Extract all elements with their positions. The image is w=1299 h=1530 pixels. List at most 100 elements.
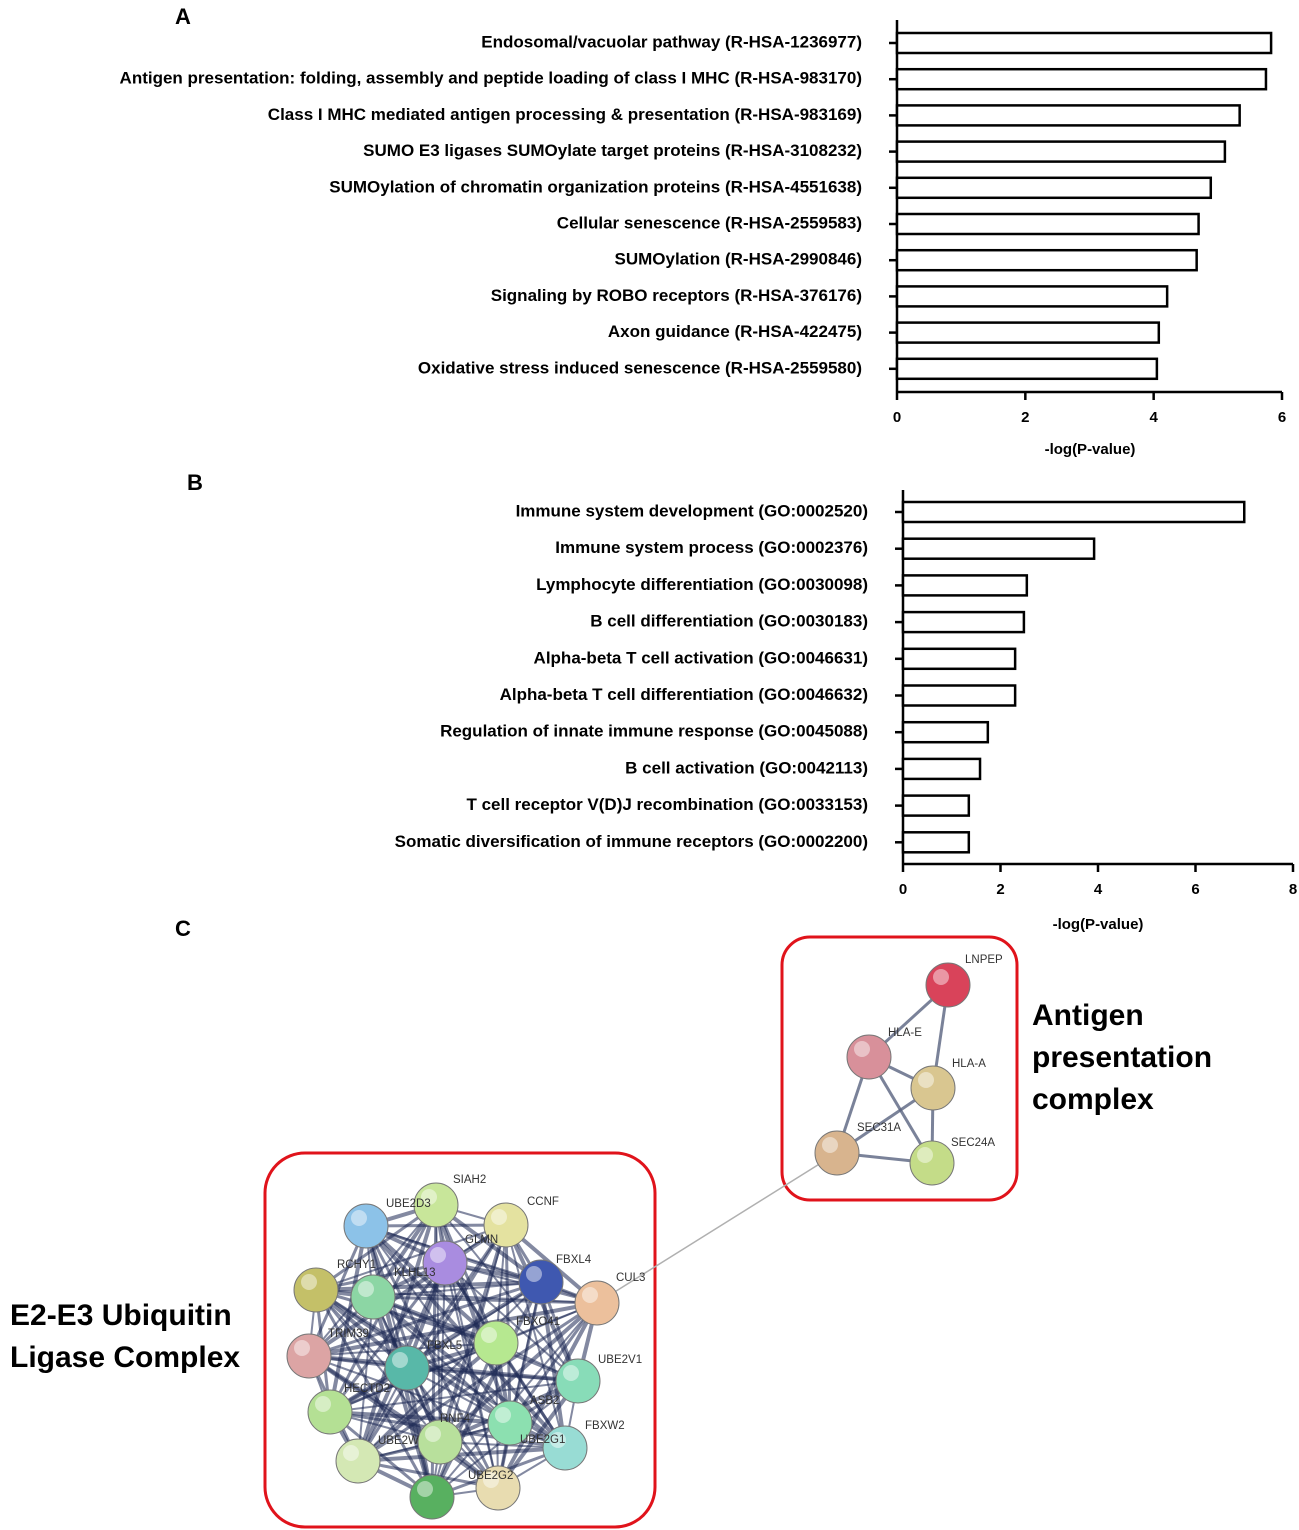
y-tick-label: Lymphocyte differentiation (GO:0030098) xyxy=(536,575,868,594)
node-label: FBXL4 xyxy=(556,1254,592,1266)
node-label: CUL3 xyxy=(616,1272,645,1284)
bar xyxy=(895,357,1159,381)
node xyxy=(350,1274,396,1320)
node-label: ASB2 xyxy=(530,1395,559,1407)
node xyxy=(542,1425,588,1471)
node-highlight xyxy=(933,969,949,985)
node-highlight xyxy=(495,1407,511,1423)
edge xyxy=(329,1410,511,1425)
node-label: FBXW2 xyxy=(585,1420,625,1432)
node-highlight xyxy=(582,1287,598,1303)
node xyxy=(814,1130,860,1176)
node-highlight xyxy=(358,1281,374,1297)
node xyxy=(555,1358,601,1404)
node-highlight xyxy=(918,1072,934,1088)
y-tick-label: Somatic diversification of immune recept… xyxy=(395,832,868,851)
x-tick-label: 4 xyxy=(1149,409,1158,426)
group-label: E2-E3 Ubiquitin xyxy=(10,1299,232,1332)
bar xyxy=(895,67,1268,91)
node-highlight xyxy=(917,1147,933,1163)
node-label: HLA-A xyxy=(952,1058,986,1070)
y-tick-label: SUMO E3 ligases SUMOylate target protein… xyxy=(363,141,862,160)
node-label: SIAH2 xyxy=(453,1174,486,1186)
bar xyxy=(895,31,1273,55)
node-highlight xyxy=(301,1274,317,1290)
node-label: GLMN xyxy=(465,1234,498,1246)
node-highlight xyxy=(430,1247,446,1263)
node-highlight xyxy=(315,1396,331,1412)
edge xyxy=(364,1225,442,1443)
edge xyxy=(329,1380,579,1413)
node-label: KLHL13 xyxy=(394,1267,436,1279)
node xyxy=(409,1474,455,1520)
node-label: TRIM39 xyxy=(328,1328,369,1340)
node-highlight xyxy=(854,1041,870,1057)
group-label: Antigen xyxy=(1032,999,1144,1032)
node-highlight xyxy=(563,1365,579,1381)
node-label: RNF4 xyxy=(440,1413,471,1425)
node xyxy=(518,1259,564,1305)
y-tick-label: B cell activation (GO:0042113) xyxy=(625,758,868,777)
node-highlight xyxy=(481,1327,497,1343)
node xyxy=(846,1034,892,1080)
bar xyxy=(895,321,1161,344)
bar xyxy=(901,757,982,781)
node-label: LNPEP xyxy=(965,954,1003,966)
node xyxy=(910,1065,956,1111)
bar xyxy=(895,212,1200,236)
edge xyxy=(315,1224,507,1291)
node xyxy=(413,1182,459,1228)
node-highlight xyxy=(351,1210,367,1226)
node xyxy=(473,1320,519,1366)
node-label: UBE2V1 xyxy=(598,1354,642,1366)
node-highlight xyxy=(417,1481,433,1497)
nodes: LNPEP HLA-E HLA-A SEC31A SEC24A SIAH2 UBE2D3 CC… xyxy=(286,954,1003,1520)
panel-label: C xyxy=(175,916,191,941)
node-label: RCHY1 xyxy=(337,1259,376,1271)
bar xyxy=(895,176,1213,200)
node xyxy=(343,1203,389,1249)
node xyxy=(293,1267,339,1313)
bar xyxy=(901,610,1026,634)
node-highlight xyxy=(392,1352,408,1368)
y-tick-label: Cellular senescence (R-HSA-2559583) xyxy=(557,213,862,232)
y-tick-label: Oxidative stress induced senescence (R-H… xyxy=(418,358,862,377)
bar xyxy=(901,647,1017,671)
node-label: CCNF xyxy=(527,1196,559,1208)
node-label: HLA-E xyxy=(888,1027,922,1039)
group-label: presentation xyxy=(1032,1041,1212,1074)
y-tick-label: B cell differentiation (GO:0030183) xyxy=(590,612,868,631)
x-tick-label: 2 xyxy=(996,881,1004,898)
node-label: HECTD2 xyxy=(344,1383,390,1395)
y-tick-label: Endosomal/vacuolar pathway (R-HSA-123697… xyxy=(481,32,862,51)
y-tick-label: Signaling by ROBO receptors (R-HSA-37617… xyxy=(491,286,862,305)
bar xyxy=(901,574,1029,597)
y-tick-label: SUMOylation of chromatin organization pr… xyxy=(329,177,862,196)
bar xyxy=(895,285,1169,308)
bar xyxy=(901,537,1096,560)
group-box xyxy=(263,1151,657,1529)
node-label: UBE2G2 xyxy=(468,1470,513,1482)
edge xyxy=(434,1204,498,1344)
node-highlight xyxy=(425,1426,441,1442)
y-tick-label: Immune system development (GO:0002520) xyxy=(516,501,868,520)
y-tick-label: Antigen presentation: folding, assembly … xyxy=(120,69,862,88)
node-highlight xyxy=(526,1266,542,1282)
node xyxy=(307,1389,353,1435)
node-highlight xyxy=(491,1209,507,1225)
x-tick-label: 6 xyxy=(1278,409,1286,426)
x-tick-label: 0 xyxy=(893,409,901,426)
y-tick-label: T cell receptor V(D)J recombination (GO:… xyxy=(466,795,868,814)
edge xyxy=(357,1446,566,1463)
node xyxy=(483,1202,529,1248)
node xyxy=(417,1419,463,1465)
group-box xyxy=(780,935,1019,1202)
bar xyxy=(895,104,1241,127)
edge xyxy=(356,1341,498,1463)
node-highlight xyxy=(822,1137,838,1153)
node-label: UBE2G1 xyxy=(520,1434,565,1446)
x-axis-label: -log(P-value) xyxy=(1053,916,1144,933)
edge xyxy=(596,1152,838,1304)
bar xyxy=(895,140,1227,163)
